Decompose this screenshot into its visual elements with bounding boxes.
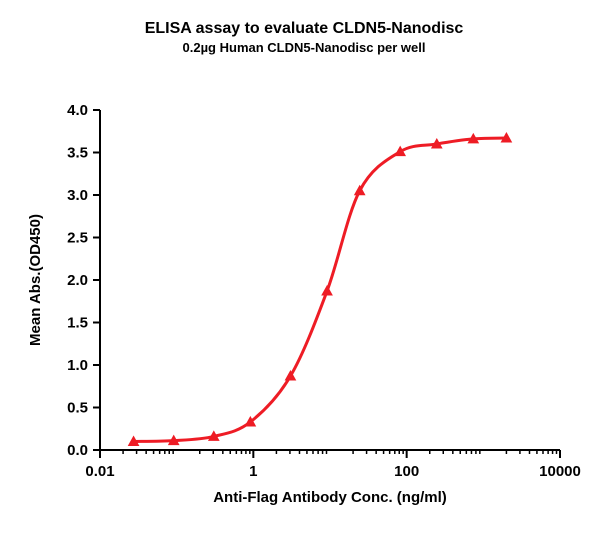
y-tick-label: 4.0	[67, 102, 88, 119]
y-tick-label: 1.0	[67, 357, 88, 374]
y-tick-label: 0.0	[67, 442, 88, 459]
x-tick-label: 0.01	[85, 463, 114, 480]
y-tick-label: 2.5	[67, 230, 88, 247]
x-tick-label: 1	[249, 463, 257, 480]
series-line	[134, 138, 507, 441]
y-tick-label: 3.5	[67, 145, 88, 162]
y-axis-label: Mean Abs.(OD450)	[27, 214, 44, 346]
x-tick-label: 100	[394, 463, 419, 480]
chart-svg: 0.0 0.5 1.0 1.5 2.0 2.5 3.0 3.5 4.0 0.01 1 100 10000…	[0, 0, 608, 537]
y-tick-label: 3.0	[67, 187, 88, 204]
data-marker	[322, 286, 332, 295]
x-tick-label: 10000	[539, 463, 581, 480]
y-tick-label: 2.0	[67, 272, 88, 289]
y-tick-label: 0.5	[67, 400, 88, 417]
elisa-chart: ELISA assay to evaluate CLDN5-Nanodisc 0…	[0, 0, 608, 537]
y-tick-label: 1.5	[67, 315, 88, 332]
x-axis-label: Anti-Flag Antibody Conc. (ng/ml)	[213, 489, 447, 506]
